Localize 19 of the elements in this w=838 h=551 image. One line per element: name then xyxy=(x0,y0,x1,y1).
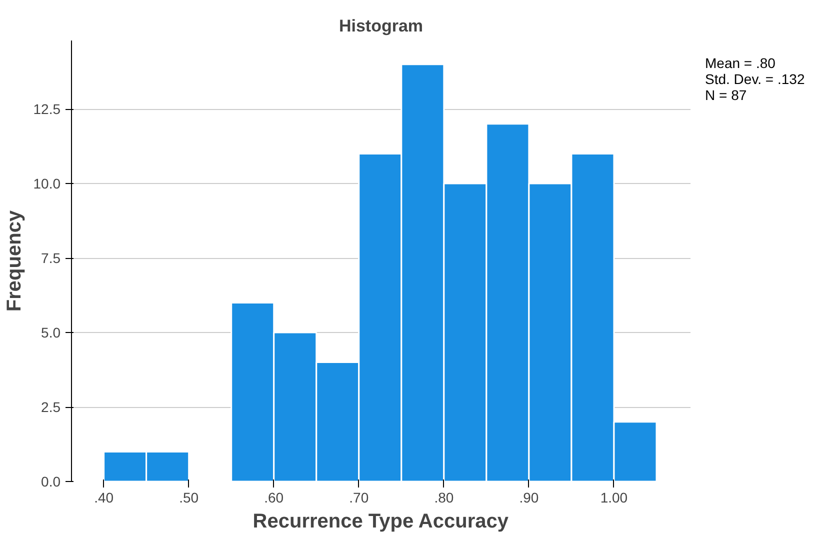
y-tick-label: 12.5 xyxy=(33,101,61,118)
x-tick-label: .50 xyxy=(179,490,199,506)
x-tick-label: .90 xyxy=(519,490,539,506)
x-tick-label: .70 xyxy=(349,490,369,506)
text: N = 87 xyxy=(705,87,747,103)
x-tick-label: 1.00 xyxy=(600,490,628,506)
x-tick-label: .60 xyxy=(264,490,284,506)
x-axis-title: Recurrence Type Accuracy xyxy=(252,510,510,532)
y-tick-label: 0.0 xyxy=(41,474,61,490)
chart-title: Histogram xyxy=(338,16,424,36)
y-tick-label: 2.5 xyxy=(41,399,61,416)
y-tick-label: 10.0 xyxy=(33,176,61,192)
x-tick-label: .40 xyxy=(94,490,114,506)
x-tick-label: .80 xyxy=(434,490,454,506)
text: Mean = .80 xyxy=(705,55,776,71)
y-tick-label: 7.5 xyxy=(41,250,61,266)
text: Std. Dev. = .132 xyxy=(705,71,805,87)
y-tick-label: 5.0 xyxy=(41,324,61,341)
y-axis-title: Frequency xyxy=(3,210,26,312)
